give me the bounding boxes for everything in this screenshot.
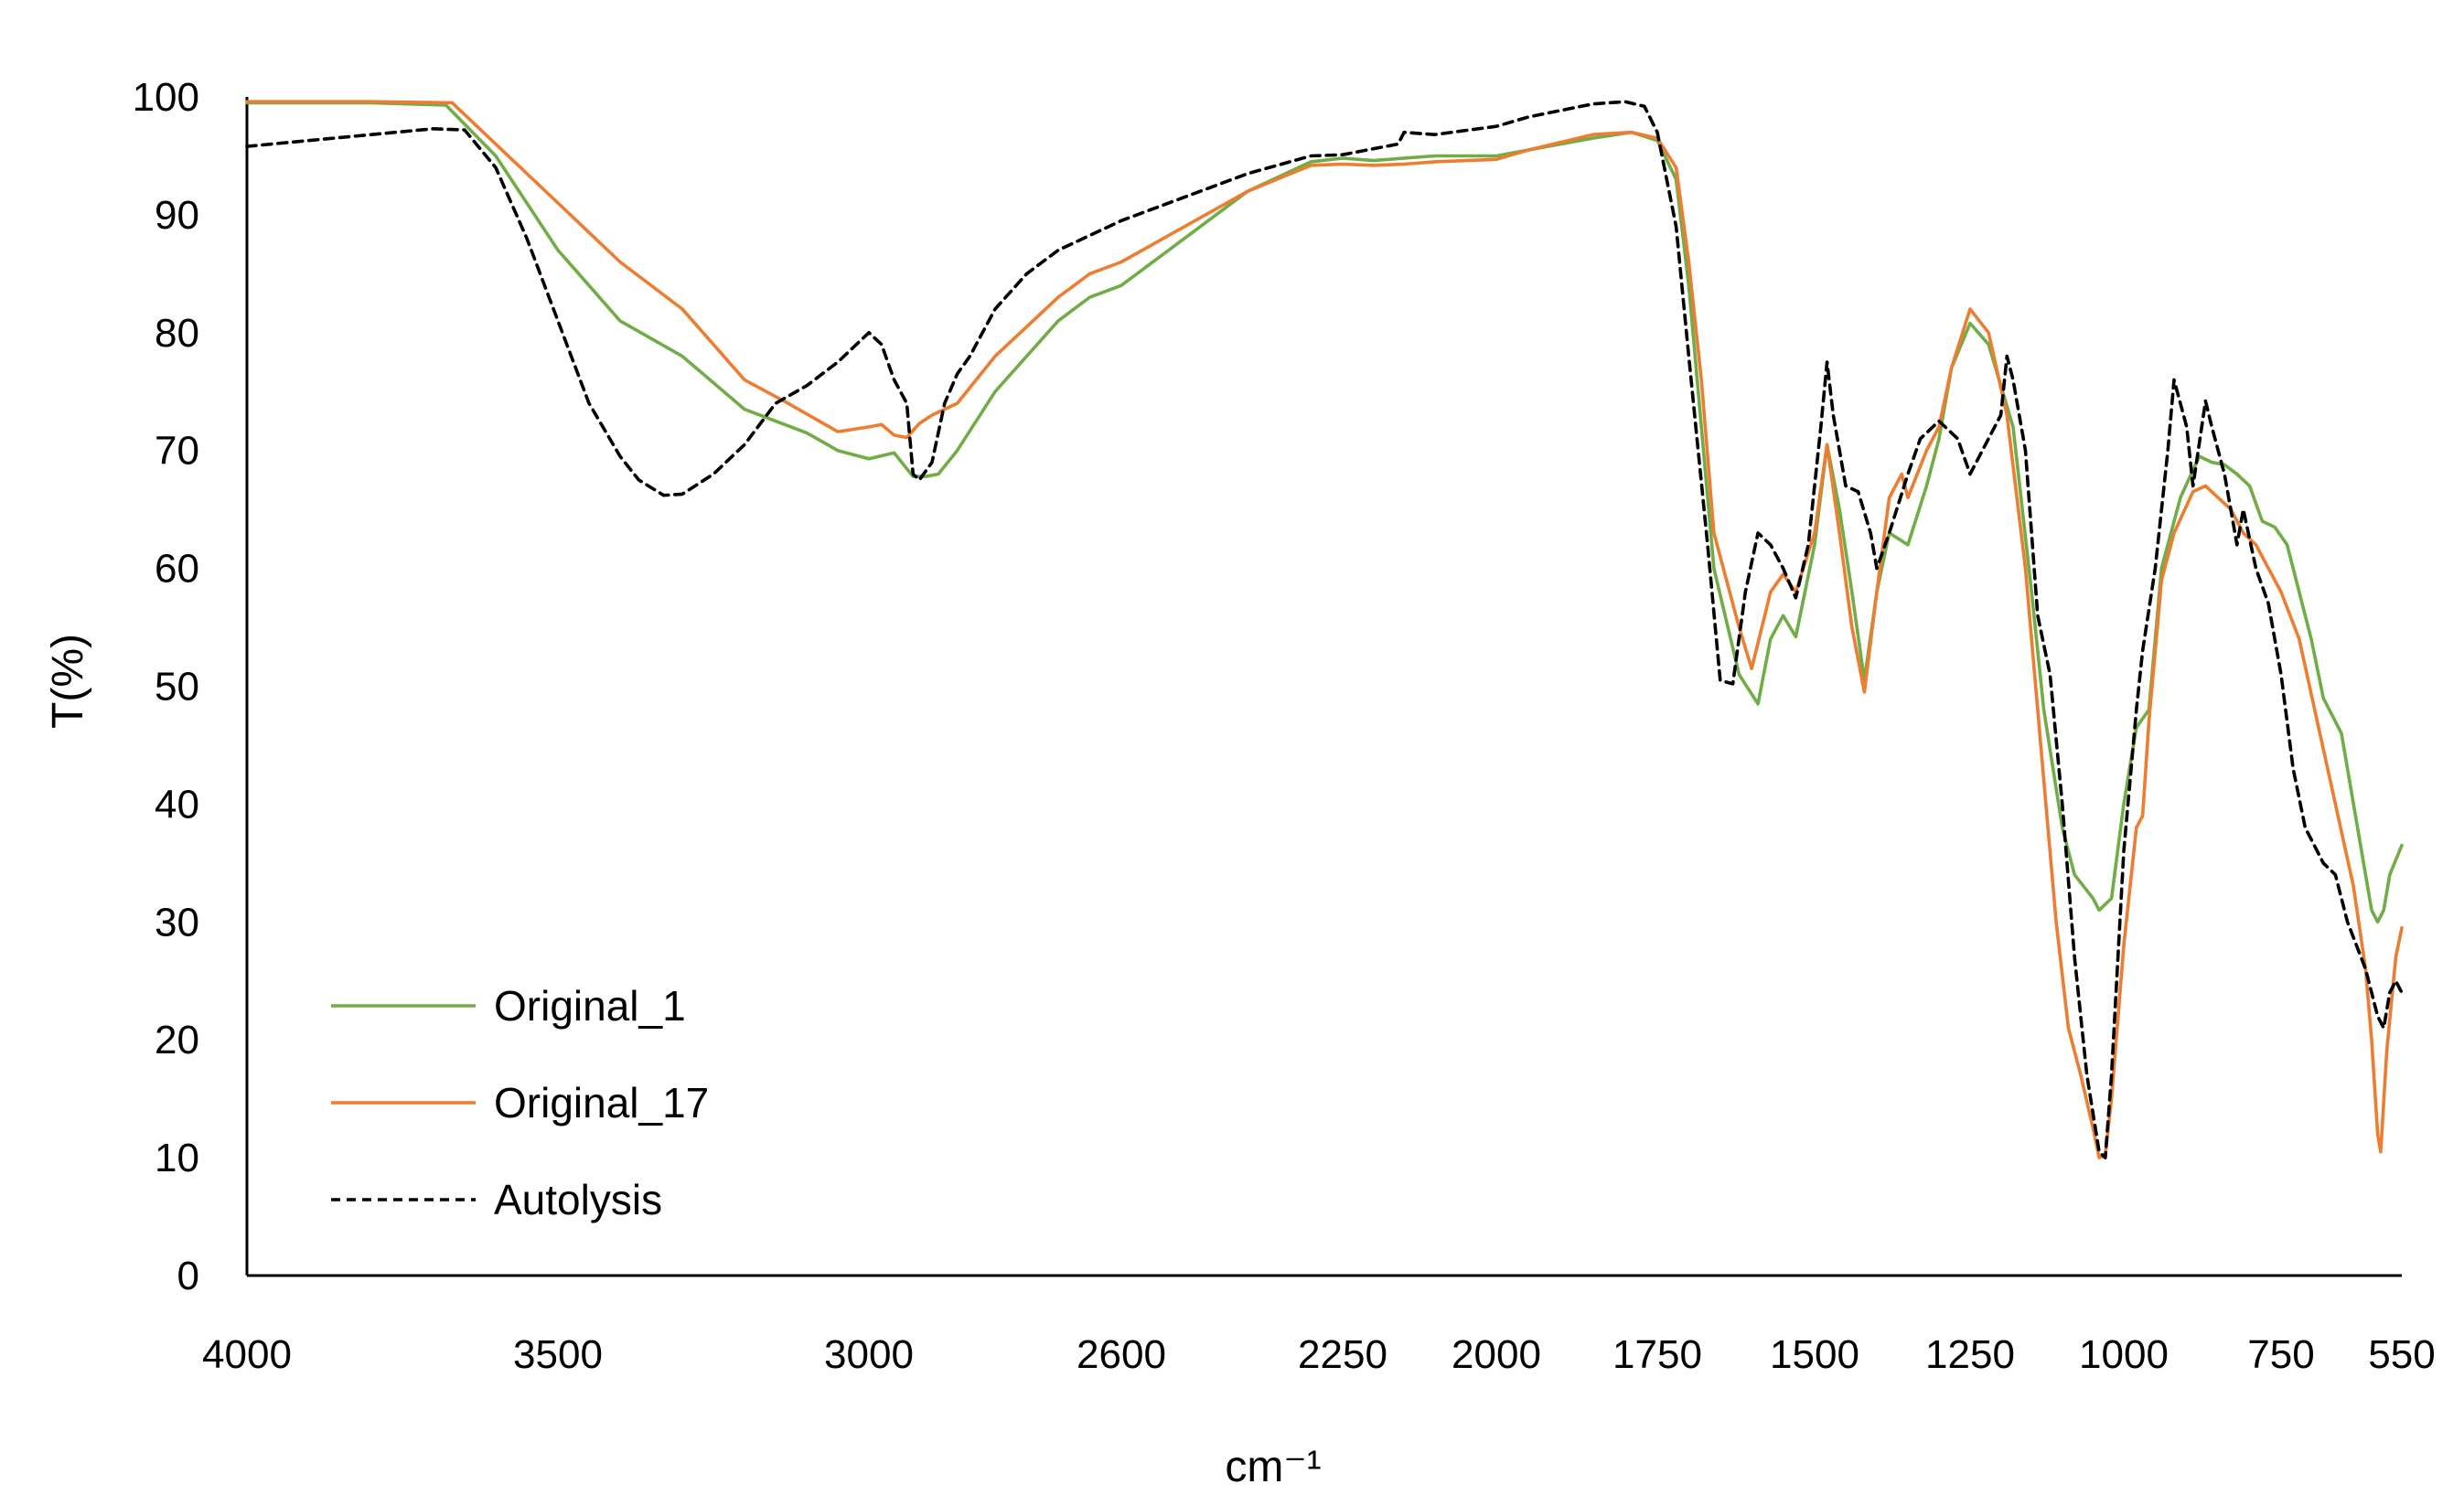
legend: Original_1 Original_17 Autolysis [331, 982, 709, 1223]
x-tick-labels: 4000 3500 3000 2600 2250 2000 1750 1500 1250 1000… [202, 1332, 2436, 1377]
x-tick-label: 1500 [1770, 1332, 1859, 1377]
y-tick-label: 60 [155, 547, 199, 592]
y-tick-label: 100 [133, 75, 199, 120]
x-tick-label: 2600 [1077, 1332, 1166, 1377]
y-tick-label: 10 [155, 1136, 199, 1180]
x-tick-label: 750 [2247, 1332, 2314, 1377]
series-line-original-1 [245, 101, 2404, 924]
x-tick-label: 3000 [824, 1332, 914, 1377]
x-tick-label: 2000 [1452, 1332, 1541, 1377]
x-tick-label: 1750 [1612, 1332, 1702, 1377]
series-lines [245, 100, 2404, 1159]
y-tick-label: 80 [155, 311, 199, 356]
y-tick-label: 30 [155, 900, 199, 945]
y-tick-label: 90 [155, 193, 199, 238]
series-line-original-17 [245, 100, 2404, 1159]
x-tick-label: 1000 [2079, 1332, 2169, 1377]
legend-label: Original_1 [494, 982, 686, 1030]
x-tick-label: 2250 [1298, 1332, 1387, 1377]
x-tick-label: 4000 [202, 1332, 292, 1377]
axes [245, 97, 2402, 1277]
x-tick-label: 550 [2368, 1332, 2435, 1377]
y-tick-labels: 0 10 20 30 40 50 60 70 80 90 100 [133, 75, 199, 1298]
series-line-autolysis [245, 100, 2404, 1159]
y-tick-label: 0 [177, 1254, 199, 1298]
x-tick-label: 3500 [513, 1332, 603, 1377]
y-tick-label: 20 [155, 1018, 199, 1063]
x-axis-title: cm⁻¹ [1225, 1443, 1321, 1491]
legend-label: Original_17 [494, 1079, 709, 1127]
y-tick-label: 70 [155, 429, 199, 474]
x-tick-label: 1250 [1925, 1332, 2015, 1377]
legend-label: Autolysis [494, 1176, 662, 1223]
y-tick-label: 40 [155, 782, 199, 827]
y-tick-label: 50 [155, 665, 199, 710]
y-axis-title: T(%) [44, 634, 92, 729]
